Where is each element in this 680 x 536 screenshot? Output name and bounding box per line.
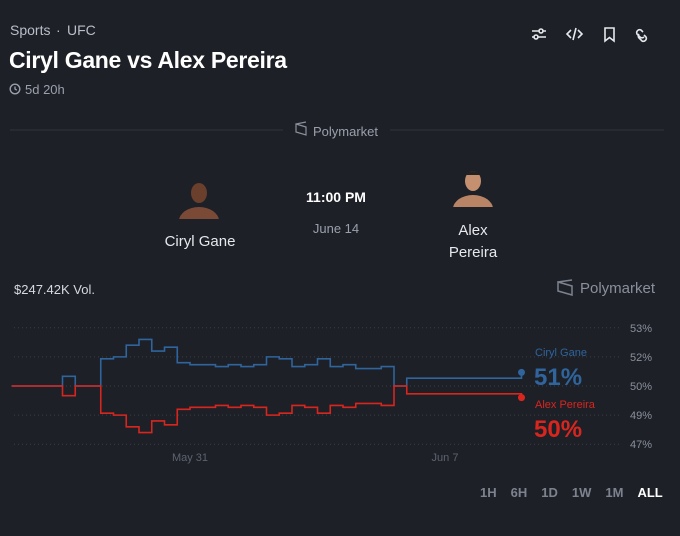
timeframe-button[interactable]: 6H (510, 485, 528, 500)
timeframe-bar: 1H 6H 1D 1W 1M ALL (480, 485, 663, 500)
x-tick-label: Jun 7 (432, 452, 459, 464)
volume: $247.42K Vol. (14, 282, 95, 297)
breadcrumb-ufc[interactable]: UFC (67, 22, 96, 38)
series-line (11, 338, 523, 387)
y-tick-label: 47% (630, 439, 652, 451)
y-tick-label: 53% (630, 323, 652, 335)
settings-icon[interactable] (532, 28, 546, 40)
source-label: Polymarket (313, 124, 379, 139)
clock-icon (9, 83, 21, 95)
y-tick-label: 49% (630, 410, 652, 422)
legend-name: Alex Pereira (535, 399, 596, 411)
breadcrumb-dot: · (56, 22, 61, 38)
title: Ciryl Gane vs Alex Pereira (9, 47, 287, 73)
countdown: 5d 20h (25, 82, 65, 97)
end-dot (518, 394, 525, 402)
timeframe-button[interactable]: ALL (637, 485, 663, 500)
legend-price: 51% (534, 364, 582, 391)
timeframe-button[interactable]: 1H (480, 485, 497, 500)
legend-name: Ciryl Gane (535, 347, 587, 359)
series-line (11, 385, 523, 434)
toolbar (532, 27, 648, 43)
timeframe-button[interactable]: 1M (605, 485, 624, 500)
source-label: Polymarket (580, 280, 656, 297)
fighter-avatar (451, 163, 495, 207)
embed-icon[interactable] (565, 27, 584, 41)
fighter-name: Alex Pereira (448, 222, 498, 261)
link-icon[interactable] (635, 28, 648, 43)
event-date: June 14 (312, 221, 360, 236)
legend-price: 50% (534, 416, 582, 443)
y-tick-label: 50% (630, 381, 652, 393)
source-logo (557, 279, 573, 296)
fighter-avatar (177, 175, 221, 219)
end-dot (518, 368, 525, 376)
event-time: 11:00 PM (306, 189, 366, 205)
breadcrumb-sports[interactable]: Sports (10, 22, 51, 38)
y-tick-label: 52% (630, 352, 652, 364)
x-tick-label: May 31 (172, 452, 208, 464)
timeframe-button[interactable]: 1W (571, 485, 592, 500)
chart: 47% 49% 50% 52% 53% May 31 Jun 7 Ciryl Gane 51% A… (11, 323, 652, 464)
fighter-name: Ciryl Gane (164, 233, 236, 250)
bookmark-icon[interactable] (604, 27, 615, 43)
timeframe-button[interactable]: 1D (541, 485, 558, 500)
divider (10, 121, 664, 136)
